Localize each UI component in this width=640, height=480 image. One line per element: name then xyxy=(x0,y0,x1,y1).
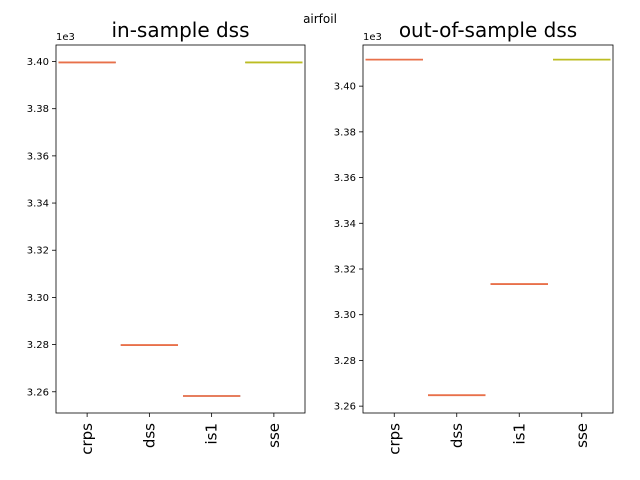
x-tick-label-crps: crps xyxy=(385,423,403,455)
y-tick-label: 3.40 xyxy=(334,82,356,93)
x-tick-label-is1: is1 xyxy=(203,423,221,445)
panel-title: in-sample dss xyxy=(111,18,249,42)
y-tick-label: 3.40 xyxy=(27,57,49,68)
plot-frame xyxy=(362,44,614,414)
y-tick-label: 3.36 xyxy=(334,173,356,184)
y-tick-label: 3.34 xyxy=(27,199,49,210)
axis-offset-label: 1e3 xyxy=(56,32,75,43)
panel-title: out-of-sample dss xyxy=(399,18,577,42)
y-tick-label: 3.28 xyxy=(334,356,356,367)
y-tick-label: 3.38 xyxy=(27,104,49,115)
y-tick-label: 3.26 xyxy=(27,387,49,398)
y-tick-label: 3.32 xyxy=(27,246,49,257)
x-tick-label-is1: is1 xyxy=(510,423,528,445)
plot-frame xyxy=(55,44,306,414)
y-tick-label: 3.30 xyxy=(27,293,49,304)
x-tick-label-dss: dss xyxy=(140,423,158,448)
y-tick-label: 3.28 xyxy=(27,340,49,351)
x-tick-label-sse: sse xyxy=(265,423,283,448)
y-tick-label: 3.30 xyxy=(334,310,356,321)
y-tick-label: 3.32 xyxy=(334,265,356,276)
x-tick-label-crps: crps xyxy=(78,423,96,455)
y-tick-label: 3.34 xyxy=(334,219,356,230)
axis-offset-label: 1e3 xyxy=(363,32,382,43)
x-tick-label-dss: dss xyxy=(448,423,466,448)
y-tick-label: 3.26 xyxy=(334,402,356,413)
y-tick-label: 3.38 xyxy=(334,127,356,138)
x-tick-label-sse: sse xyxy=(573,423,591,448)
y-tick-label: 3.36 xyxy=(27,151,49,162)
figure-suptitle: airfoil xyxy=(303,12,337,26)
